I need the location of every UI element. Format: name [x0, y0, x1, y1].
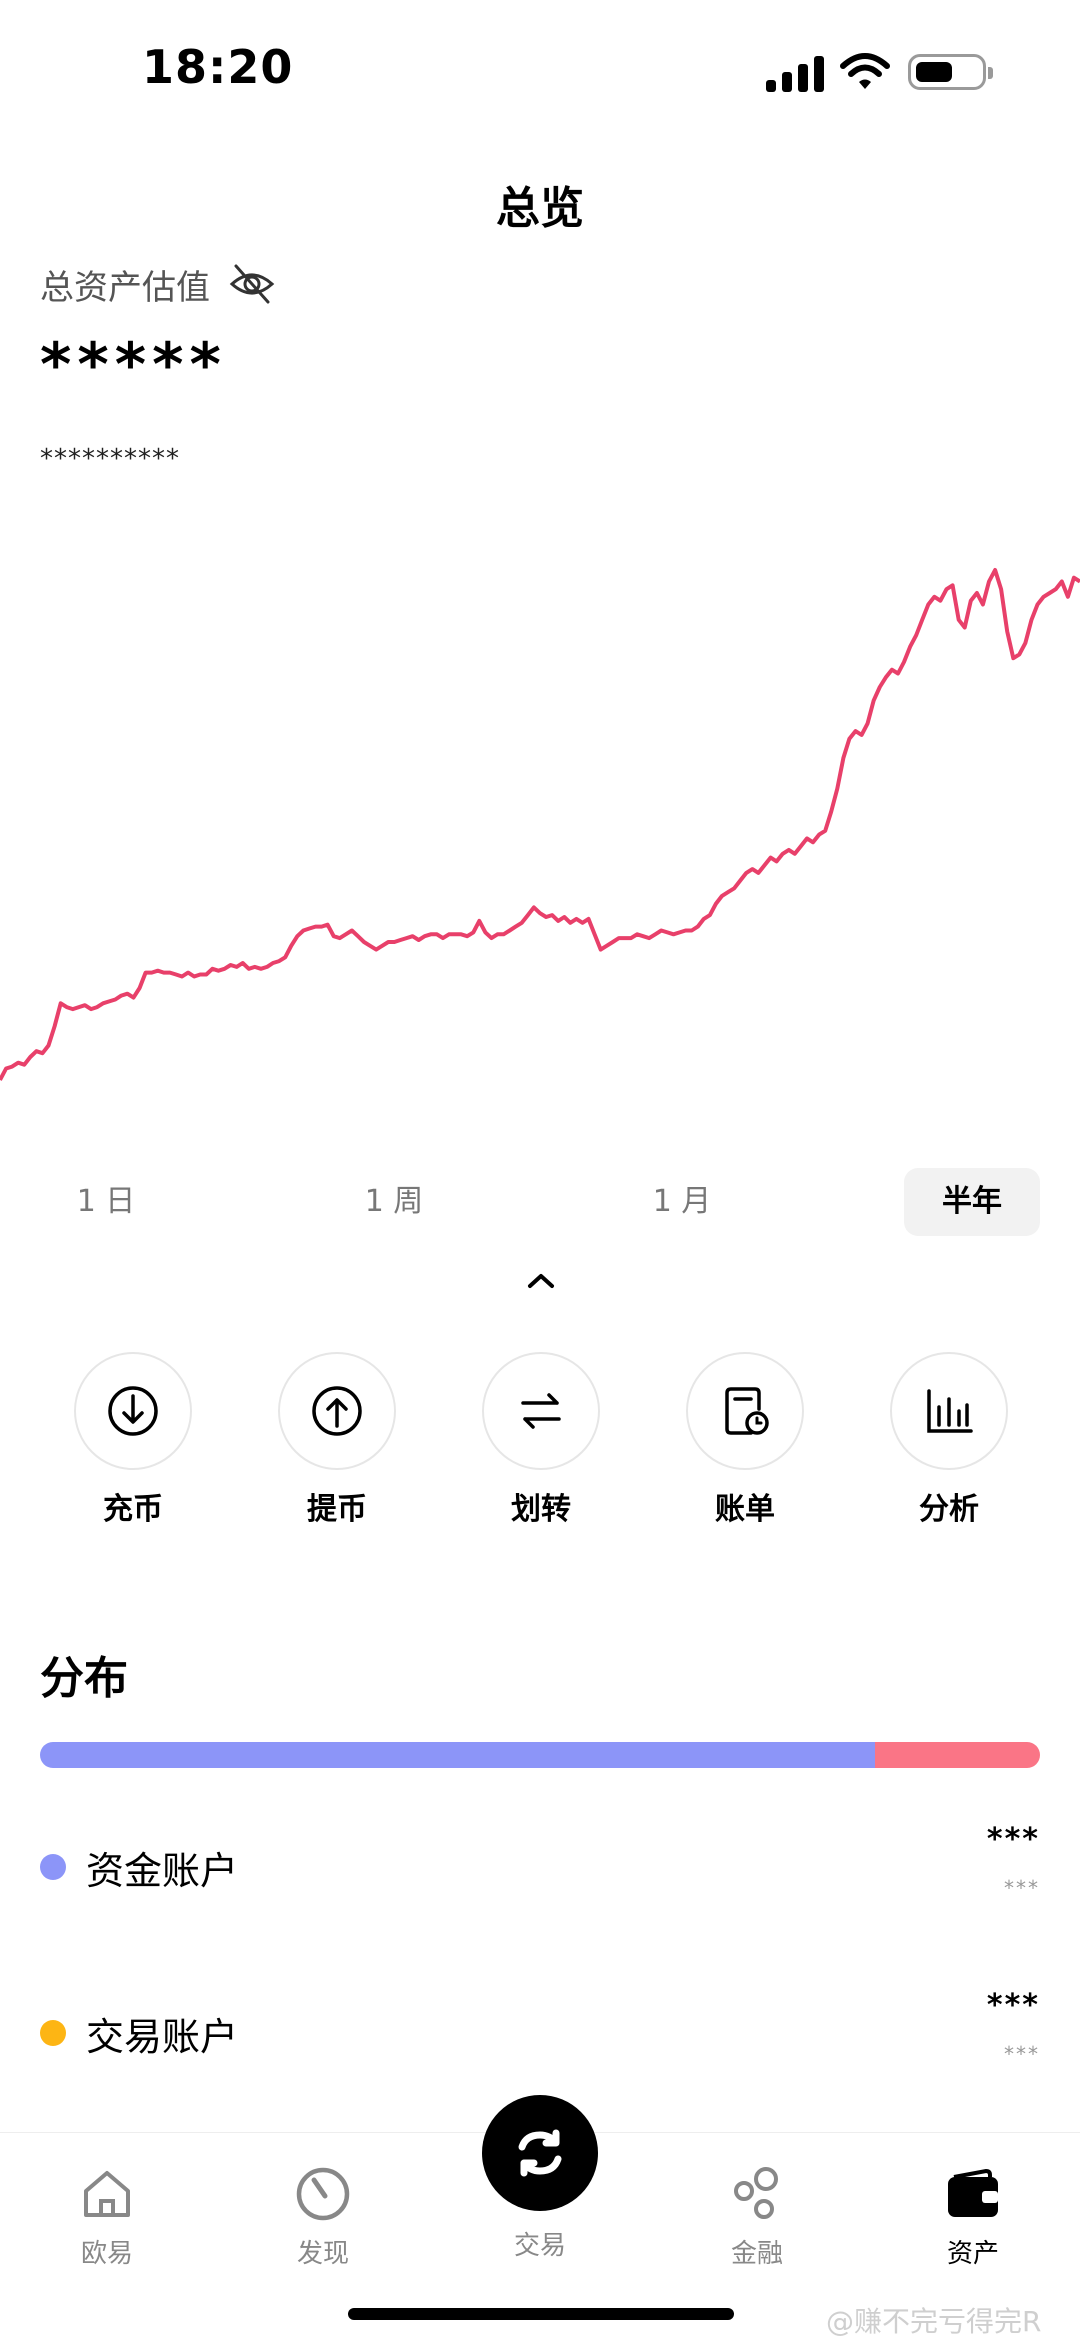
account-value: ***	[986, 1822, 1040, 1857]
analysis-label: 分析	[919, 1492, 979, 1527]
transfer-icon	[482, 1352, 600, 1470]
page-title: 总览	[496, 183, 584, 234]
total-asset-sub-value: **********	[40, 444, 180, 474]
total-asset-value: *****	[40, 330, 227, 400]
tab-trade[interactable]	[482, 2095, 598, 2211]
bill-label: 账单	[715, 1492, 775, 1527]
deposit-icon	[74, 1352, 192, 1470]
account-row-funding[interactable]: 资金账户 *** ***	[40, 1818, 1040, 1918]
battery-icon	[908, 54, 993, 90]
tab-discover[interactable]: 发现	[248, 2163, 398, 2270]
period-6m[interactable]: 半年	[904, 1168, 1040, 1236]
tab-label: 交易	[513, 2231, 566, 2261]
asset-line-chart	[0, 568, 1080, 1081]
withdraw-button[interactable]: 提币	[276, 1352, 398, 1528]
analysis-icon	[890, 1352, 1008, 1470]
total-asset-label: 总资产估值	[40, 268, 210, 308]
account-value: ***	[986, 1988, 1040, 2023]
tab-label: 金融	[730, 2239, 783, 2269]
bill-icon	[686, 1352, 804, 1470]
distribution-segment-trading	[875, 1742, 1040, 1768]
wifi-icon	[840, 52, 890, 92]
tab-label: 资产	[946, 2239, 999, 2269]
deposit-button[interactable]: 充币	[72, 1352, 194, 1528]
period-1w[interactable]: 1 周	[364, 1184, 424, 1219]
period-1d[interactable]: 1 日	[76, 1184, 136, 1219]
discover-icon	[248, 2163, 398, 2225]
distribution-bar	[40, 1742, 1040, 1768]
account-color-dot	[40, 2020, 66, 2046]
trade-icon	[518, 2129, 562, 2177]
distribution-title: 分布	[40, 1653, 128, 1704]
account-sub-value: ***	[1004, 1876, 1040, 1900]
distribution-segment-funding	[40, 1742, 875, 1768]
transfer-button[interactable]: 划转	[480, 1352, 602, 1528]
account-row-trading[interactable]: 交易账户 *** ***	[40, 1984, 1040, 2084]
tab-label: 发现	[296, 2239, 349, 2269]
analysis-button[interactable]: 分析	[888, 1352, 1010, 1528]
account-name: 交易账户	[86, 2015, 239, 2059]
account-color-dot	[40, 1854, 66, 1880]
status-time: 18:20	[142, 40, 294, 94]
home-icon	[32, 2163, 182, 2225]
transfer-label: 划转	[511, 1492, 571, 1527]
withdraw-label: 提币	[307, 1492, 367, 1527]
deposit-label: 充币	[103, 1492, 163, 1527]
bill-button[interactable]: 账单	[684, 1352, 806, 1528]
watermark-text: @赚不完亏得完R	[826, 2305, 1042, 2338]
signal-icon	[766, 54, 826, 92]
withdraw-icon	[278, 1352, 396, 1470]
home-indicator	[348, 2308, 734, 2320]
period-1m[interactable]: 1 月	[652, 1184, 712, 1219]
asset-line-series	[0, 568, 1080, 1081]
finance-icon	[682, 2163, 832, 2225]
account-name: 资金账户	[86, 1849, 239, 1893]
eye-off-icon[interactable]	[228, 260, 276, 308]
wallet-icon	[898, 2163, 1048, 2225]
chevron-up-icon[interactable]	[524, 1268, 558, 1292]
tab-finance[interactable]: 金融	[682, 2163, 832, 2270]
tab-home[interactable]: 欧易	[32, 2163, 182, 2270]
tab-label: 欧易	[80, 2239, 133, 2269]
bottom-tab-bar: 欧易 发现 交易 金融 资产	[0, 2095, 1080, 2342]
account-sub-value: ***	[1004, 2042, 1040, 2066]
tab-assets[interactable]: 资产	[898, 2163, 1048, 2270]
